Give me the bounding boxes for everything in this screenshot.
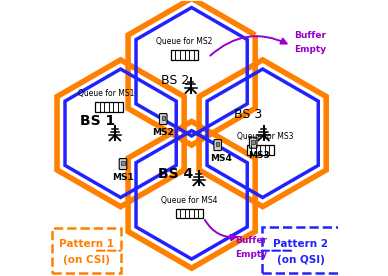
Text: MS3: MS3 [248,152,270,160]
FancyBboxPatch shape [121,161,125,165]
Bar [175,209,203,219]
Text: Pattern 2: Pattern 2 [273,238,328,249]
Bar [95,102,123,112]
Text: Queue for MS4: Queue for MS4 [161,196,218,205]
Text: Queue for MS1: Queue for MS1 [78,89,135,99]
Bar [262,227,340,273]
Bar [246,145,274,155]
Text: Buffer: Buffer [235,236,267,245]
Text: MS1: MS1 [112,173,134,182]
Text: Buffer: Buffer [294,31,326,40]
FancyBboxPatch shape [159,113,167,124]
Text: Pattern 1: Pattern 1 [59,238,114,249]
Text: Empty: Empty [294,45,326,54]
Bar [52,228,121,273]
FancyBboxPatch shape [216,142,219,147]
Text: (on QSI): (on QSI) [277,255,324,265]
Text: Queue for MS2: Queue for MS2 [156,37,213,46]
FancyBboxPatch shape [214,140,222,151]
FancyBboxPatch shape [119,158,127,169]
Text: BS 1: BS 1 [80,115,116,128]
Text: (on CSI): (on CSI) [63,255,110,265]
Text: Empty: Empty [235,250,267,259]
Text: MS4: MS4 [211,154,232,163]
FancyBboxPatch shape [249,137,257,148]
Text: BS 4: BS 4 [158,168,194,181]
Text: BS 3: BS 3 [234,108,263,121]
FancyBboxPatch shape [161,116,165,120]
FancyBboxPatch shape [251,140,255,144]
Text: BS 2: BS 2 [161,74,189,87]
Bar [171,51,198,60]
Text: Queue for MS3: Queue for MS3 [237,132,293,141]
Text: MS2: MS2 [152,128,174,137]
